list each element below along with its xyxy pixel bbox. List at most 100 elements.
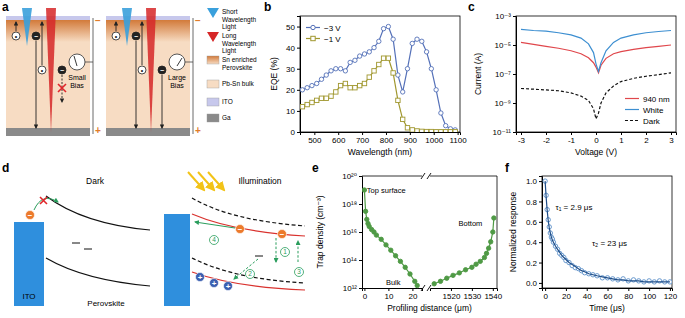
tick-mark: [539, 201, 542, 202]
tick: 10¹²: [343, 284, 362, 293]
tick-label: 120: [664, 292, 678, 301]
tick-label: 700: [356, 136, 370, 145]
data-point: [348, 60, 352, 64]
step-arrow: [195, 222, 235, 228]
data-point: [324, 96, 328, 100]
key-label: Pb-Sn bulk: [222, 80, 255, 87]
tick: 600: [332, 132, 346, 145]
tick: 0.4: [526, 238, 542, 247]
charge-sign: +: [198, 273, 203, 282]
data-point: [424, 129, 428, 132]
tick-label: 3: [669, 136, 674, 145]
data-point: [305, 102, 309, 106]
step-badge: [281, 248, 290, 257]
tick-mark: [297, 111, 300, 112]
legend-label: White: [643, 106, 664, 115]
data-point: [362, 52, 366, 56]
tick-mark: [571, 132, 572, 135]
tick-label: 0.8: [526, 198, 538, 207]
legend: 940 nmWhiteDark: [625, 95, 670, 126]
data-point: [443, 130, 447, 132]
x-axis-title: Time (μs): [589, 303, 625, 313]
long-beam: [146, 8, 156, 132]
plot-frame: [300, 16, 460, 132]
key-swatch: [207, 56, 219, 64]
data-point: [478, 259, 482, 263]
data-point: [329, 69, 333, 73]
tick: 0.8: [526, 198, 542, 207]
meter-needle: [74, 56, 77, 66]
charge-sign: +: [226, 282, 231, 291]
series-line: [302, 27, 455, 130]
tick: 800: [380, 132, 394, 145]
tick-mark: [386, 132, 387, 135]
charge: [58, 66, 66, 74]
tick-label: 0.0: [526, 279, 538, 288]
data-point: [400, 117, 404, 121]
text-line: Ga: [222, 114, 231, 121]
x-axis: 01020: [363, 288, 423, 301]
tick: 30: [286, 65, 300, 74]
key-label: ITO: [222, 98, 233, 105]
electrode-label: ITO: [22, 292, 35, 301]
x-axis-title: Profiling distance (μm): [387, 303, 472, 313]
x-axis-title: Wavelength (nm): [348, 147, 413, 157]
tick-label: 1: [619, 136, 624, 145]
tick-mark: [539, 181, 542, 182]
series-line: [521, 73, 671, 119]
data-point: [403, 265, 407, 269]
legend-swatch: [625, 98, 639, 99]
data-point: [463, 268, 467, 272]
y-axis: 01020304050: [286, 17, 300, 138]
tick-label: 100: [643, 292, 657, 301]
tick: 3: [669, 132, 674, 145]
charge-sign: −: [280, 230, 285, 239]
tick-label: 60: [604, 292, 613, 301]
tick: 10⁻⁹: [494, 99, 516, 108]
charge: [158, 66, 166, 74]
tick-mark: [513, 132, 516, 133]
tick-label: 40: [286, 44, 295, 53]
text-line: ITO: [222, 98, 233, 105]
tick-mark: [670, 288, 671, 291]
tick: 10: [286, 107, 300, 116]
tick-mark: [513, 74, 516, 75]
tick-mark: [297, 69, 300, 70]
plot-frame: [497, 176, 498, 288]
arrow: [42, 22, 43, 65]
key-label: LongWavelengthLight: [222, 32, 256, 55]
tick-label: 1.0: [526, 177, 538, 186]
charge: [236, 225, 245, 234]
charge: [26, 211, 35, 220]
arrow: [36, 41, 37, 128]
key-swatch: [207, 98, 219, 106]
trap-states: [72, 243, 92, 249]
series-line: [302, 58, 455, 132]
text-line: Short: [222, 8, 238, 15]
data-point: [367, 50, 371, 54]
tick: -2: [543, 132, 551, 145]
charge-sign: •: [141, 67, 144, 74]
tick-mark: [412, 288, 413, 291]
annotation: Bulk: [386, 278, 401, 287]
tick-label: 1100: [450, 136, 468, 145]
data-point: [353, 58, 357, 62]
data-point: [432, 282, 436, 286]
tick-mark: [513, 45, 516, 46]
plot-frame: [362, 176, 422, 177]
tick-label: 10¹⁴: [342, 256, 358, 265]
meter: [69, 54, 85, 70]
data-point: [310, 83, 314, 87]
panel-letter: d: [2, 161, 9, 175]
tick-label: 0.6: [526, 218, 538, 227]
data-point: [374, 233, 378, 237]
tick-label: 0: [291, 128, 296, 137]
data-point: [400, 90, 404, 94]
charge-sign: −: [34, 33, 38, 40]
series-line: [545, 181, 670, 282]
legend-swatch: [625, 109, 639, 110]
tick: 0.0: [526, 279, 542, 288]
step-arrow: [298, 241, 299, 262]
step-arrow: [276, 238, 277, 262]
step-label: 4: [212, 236, 216, 243]
